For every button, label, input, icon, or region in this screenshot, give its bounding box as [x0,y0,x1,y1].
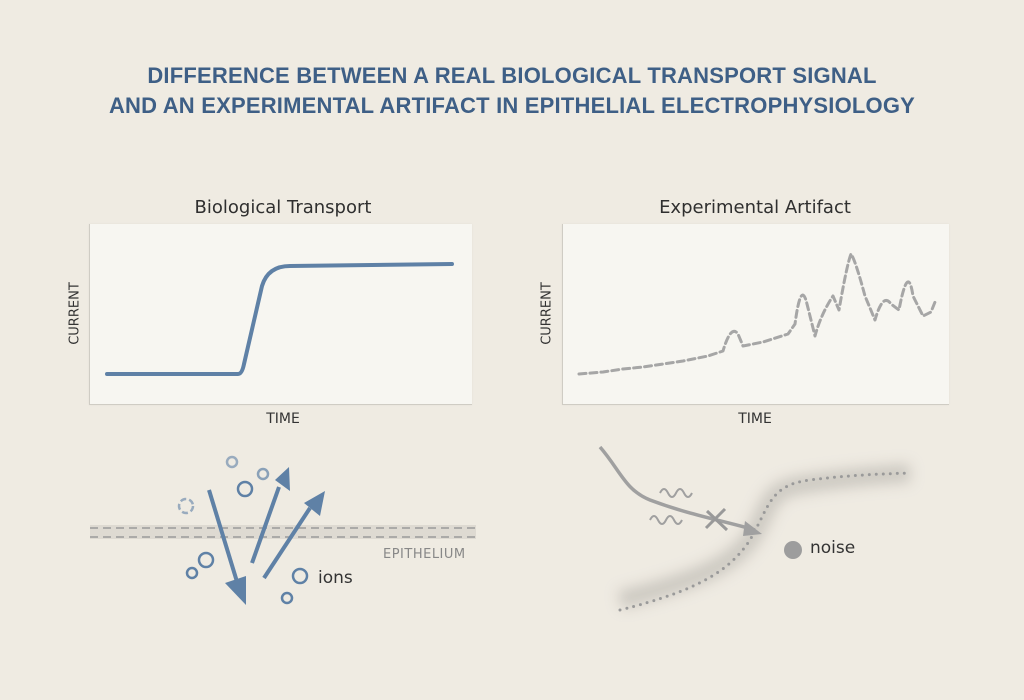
right-x-axis-label: TIME [738,411,772,427]
solid-current-line [105,262,454,376]
right-y-axis-label: CURRENT [539,282,555,345]
page-title-line2: AND AN EXPERIMENTAL ARTIFACT IN EPITHELI… [108,93,916,118]
biological-transport-chart [89,224,472,405]
left-y-axis-label: CURRENT [67,282,83,345]
biological-transport-title: Biological Transport [194,197,372,218]
ions-label: ions [318,568,353,588]
epithelium-label: EPITHELIUM [383,547,466,562]
experimental-artifact-chart [562,224,949,405]
experimental-artifact-title: Experimental Artifact [659,197,851,218]
dashed-current-line [577,252,937,376]
left-x-axis-label: TIME [266,411,300,427]
page-title-line1: DIFFERENCE BETWEEN A REAL BIOLOGICAL TRA… [147,63,877,88]
noise-label: noise [810,538,856,558]
noise-artifact-diagram [598,445,912,612]
ion-transport-diagram [90,455,476,605]
